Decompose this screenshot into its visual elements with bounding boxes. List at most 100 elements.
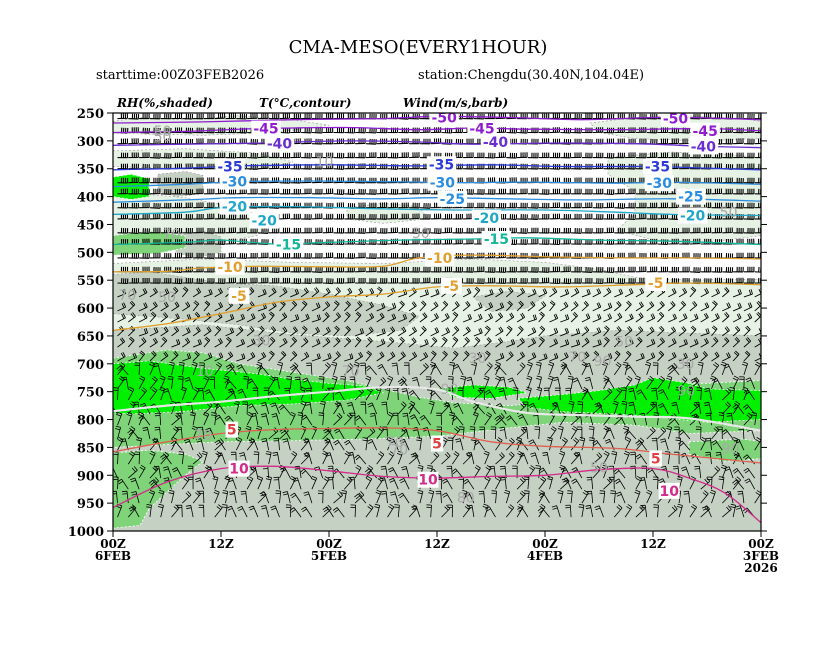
- wind-barb: [494, 415, 507, 426]
- wind-barb: [419, 362, 429, 376]
- wind-barb: [625, 214, 636, 221]
- wind-barb: [754, 202, 761, 209]
- wind-barb: [387, 163, 399, 170]
- wind-barb: [290, 278, 302, 285]
- wind-barb: [658, 389, 669, 401]
- wind-barb: [538, 188, 550, 195]
- wind-barb: [689, 227, 701, 234]
- wind-barb: [354, 454, 367, 465]
- wind-barb: [678, 429, 691, 440]
- wind-barb: [657, 337, 665, 348]
- wind-barb: [376, 202, 388, 209]
- wind-barb: [160, 138, 172, 145]
- wind-barb: [196, 438, 205, 451]
- wind-barb: [134, 451, 141, 465]
- wind-barb: [560, 266, 571, 273]
- wind-barb: [322, 476, 330, 490]
- wind-barb: [549, 278, 561, 285]
- wind-barb: [538, 266, 550, 273]
- temperature-contour-label: 10: [229, 462, 249, 478]
- y-tick-label: 400: [77, 191, 104, 206]
- wind-barb: [551, 402, 561, 415]
- wind-barb: [722, 505, 732, 518]
- wind-barb: [722, 312, 730, 323]
- wind-barb: [117, 202, 129, 209]
- wind-barb: [613, 361, 622, 376]
- temperature-label-bg: [649, 450, 662, 467]
- wind-barb: [624, 288, 634, 298]
- wind-barb: [484, 350, 491, 362]
- wind-barb: [203, 375, 210, 390]
- wind-barb: [658, 403, 669, 415]
- wind-barb: [149, 113, 161, 120]
- wind-barb: [113, 490, 118, 504]
- wind-barb: [743, 350, 751, 362]
- wind-barb: [344, 362, 354, 376]
- wind-barb: [517, 414, 529, 426]
- wind-barb: [612, 400, 619, 415]
- wind-barb: [668, 202, 679, 209]
- y-axis: 2503003504004505005506006507007508008509…: [68, 107, 767, 540]
- wind-barb: [484, 163, 496, 170]
- wind-barb: [419, 325, 427, 337]
- wind-barb: [409, 202, 420, 209]
- wind-barb: [527, 227, 539, 234]
- wind-barb: [398, 227, 409, 234]
- wind-barb: [651, 387, 658, 401]
- wind-barb: [247, 403, 259, 415]
- wind-barb: [214, 287, 223, 298]
- wind-barb: [290, 288, 300, 298]
- wind-barb: [160, 252, 172, 259]
- wind-barb: [331, 361, 338, 376]
- wind-barb: [127, 425, 136, 440]
- temperature-label-bg: [228, 287, 250, 304]
- wind-barb: [159, 386, 166, 401]
- wind-barb: [732, 436, 739, 451]
- wind-barb: [744, 478, 756, 490]
- wind-barb: [139, 213, 150, 220]
- rh-contour-label: 30: [676, 357, 694, 373]
- wind-barb: [376, 277, 388, 284]
- temperature-label-bg: [228, 460, 250, 477]
- wind-barb: [571, 278, 582, 284]
- wind-barb: [712, 377, 723, 390]
- wind-barb: [548, 361, 555, 376]
- wind-barb: [754, 152, 761, 159]
- wind-barb: [419, 414, 432, 426]
- wind-barb: [350, 504, 356, 518]
- rh-legend-header: RH(%,shaded): [116, 96, 213, 110]
- temperature-label-bg: [690, 122, 720, 139]
- wind-barb: [517, 278, 528, 284]
- wind-barb: [225, 313, 235, 323]
- wind-barb: [624, 313, 634, 323]
- wind-barb: [722, 152, 733, 159]
- wind-barb: [667, 365, 680, 376]
- wind-barb: [389, 491, 399, 504]
- wind-barb: [214, 113, 226, 120]
- rh-contour-label: 90: [721, 442, 739, 458]
- wind-barb: [603, 325, 610, 337]
- wind-barb: [214, 337, 223, 348]
- wind-barb: [268, 336, 276, 348]
- wind-barb: [743, 227, 755, 234]
- wind-barb: [430, 336, 438, 348]
- wind-barb: [451, 350, 459, 362]
- wind-barb: [610, 490, 616, 504]
- wind-barb: [441, 336, 448, 348]
- temperature-contour-label: -45: [693, 124, 718, 140]
- wind-barb: [398, 278, 409, 284]
- wind-barb: [203, 288, 213, 298]
- wind-barb: [549, 252, 561, 259]
- wind-barb: [452, 301, 460, 312]
- wind-barb: [737, 490, 745, 504]
- wind-barb: [128, 252, 140, 259]
- wind-barb: [167, 376, 174, 389]
- wind-barb: [355, 239, 366, 246]
- wind-barb: [528, 439, 540, 451]
- temperature-label-bg: [429, 113, 459, 126]
- wind-barb: [203, 163, 215, 170]
- wind-barb: [409, 188, 420, 195]
- wind-barb: [542, 451, 550, 465]
- wind-barb: [201, 450, 208, 465]
- wind-barb: [236, 213, 247, 220]
